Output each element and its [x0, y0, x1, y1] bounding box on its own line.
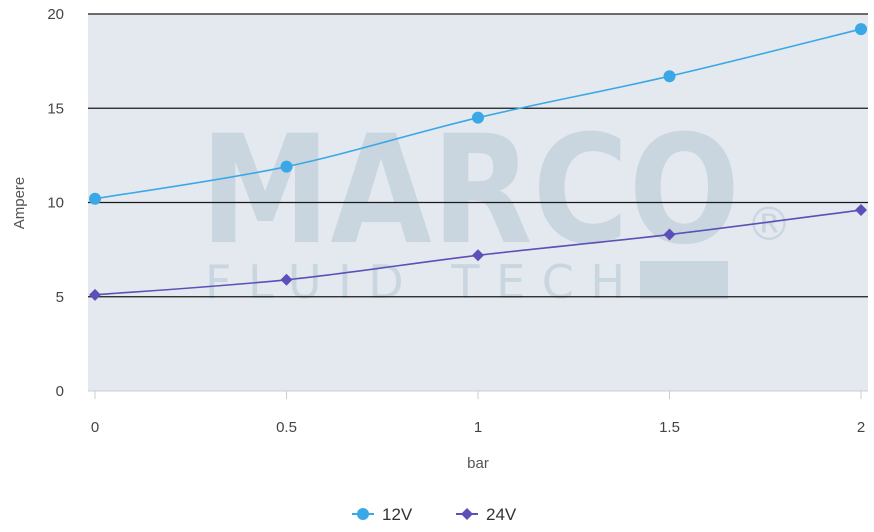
x-tick-label: 0.5: [276, 419, 297, 436]
y-tick-label: 15: [47, 100, 64, 117]
x-tick-label: 2: [857, 419, 865, 436]
data-point-24V: [280, 273, 293, 286]
legend-item-12V[interactable]: 12V: [352, 505, 413, 524]
series-group: [89, 23, 867, 301]
series-12V: [89, 23, 867, 205]
y-tick-label: 20: [47, 6, 64, 23]
y-axis-title: Ampere: [11, 177, 28, 230]
data-point-12V: [663, 70, 676, 83]
legend-label: 24V: [486, 505, 517, 524]
y-axis-ticks: 0 5 10 15 20: [47, 6, 64, 400]
data-point-24V: [663, 228, 676, 241]
data-point-12V: [855, 23, 867, 36]
legend-marker-12V: [357, 508, 369, 520]
y-tick-label: 5: [56, 289, 64, 306]
data-point-24V: [472, 249, 484, 262]
data-point-24V: [89, 288, 101, 301]
watermark-brand: MARCO: [200, 104, 740, 278]
data-point-12V: [280, 160, 293, 173]
y-tick-label: 10: [47, 195, 64, 212]
legend-label: 12V: [382, 505, 413, 524]
data-point-12V: [472, 111, 484, 124]
data-point-12V: [89, 192, 101, 205]
y-tick-label: 0: [56, 383, 64, 400]
x-axis-ticks: 0 0.5 1 1.5 2: [91, 391, 865, 436]
series-24V: [89, 204, 867, 301]
x-axis-title: bar: [467, 455, 489, 472]
x-tick-label: 1: [474, 419, 482, 436]
x-tick-label: 1.5: [659, 419, 680, 436]
legend: 12V 24V: [352, 505, 517, 524]
watermark-block: [640, 261, 728, 299]
x-tick-label: 0: [91, 419, 99, 436]
legend-item-24V[interactable]: 24V: [456, 505, 517, 524]
data-point-24V: [855, 204, 867, 217]
legend-marker-24V: [461, 508, 473, 520]
